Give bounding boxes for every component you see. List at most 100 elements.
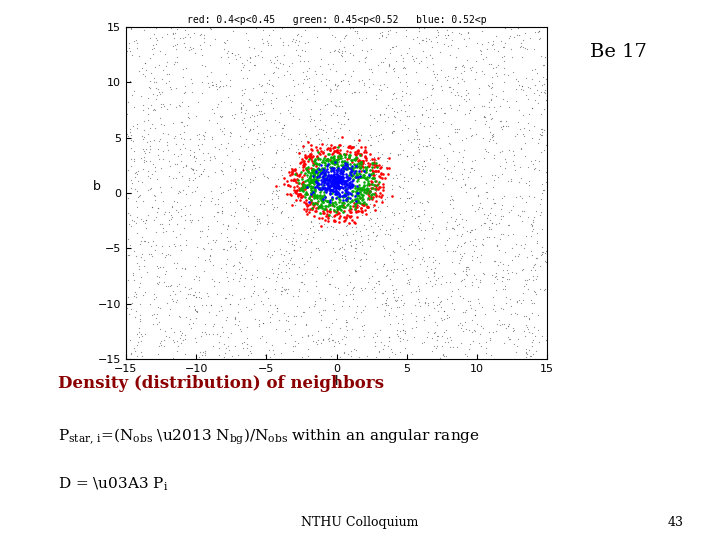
Point <box>269 53 281 62</box>
Point <box>490 268 501 277</box>
Point <box>240 204 252 212</box>
Point <box>316 194 328 202</box>
Point <box>308 180 320 188</box>
Point <box>312 178 324 187</box>
Point <box>270 232 282 240</box>
Point <box>239 274 251 282</box>
Point <box>487 194 498 203</box>
Point <box>436 303 447 312</box>
Text: P$_{\mathregular{star,\,i}}$=(N$_{\mathregular{obs}}$ \u2013 N$_{\mathregular{bg: P$_{\mathregular{star,\,i}}$=(N$_{\mathr… <box>58 427 480 447</box>
Point <box>271 56 282 65</box>
Point <box>492 261 503 270</box>
Point <box>366 161 378 170</box>
Point <box>255 218 266 227</box>
Point <box>329 175 341 184</box>
Point <box>145 174 156 183</box>
Point <box>324 172 336 181</box>
Point <box>460 305 472 314</box>
Point <box>355 284 366 293</box>
Point <box>364 187 375 196</box>
Point <box>364 187 376 195</box>
Point <box>140 59 151 68</box>
Point <box>506 268 518 277</box>
Point <box>353 162 364 171</box>
Point <box>322 176 333 185</box>
Point <box>300 195 312 204</box>
Point <box>284 190 296 198</box>
Point <box>207 135 218 144</box>
Point <box>462 352 473 360</box>
Point <box>241 343 253 352</box>
Point <box>208 212 220 220</box>
Point <box>158 224 169 232</box>
Point <box>338 217 349 225</box>
Point <box>298 307 310 316</box>
Point <box>152 272 163 280</box>
Point <box>435 354 446 363</box>
Point <box>455 338 467 347</box>
Point <box>435 66 446 75</box>
Point <box>266 40 277 49</box>
Point <box>357 200 369 209</box>
Point <box>448 204 459 212</box>
Point <box>125 348 137 357</box>
Point <box>313 160 325 168</box>
Point <box>498 230 509 238</box>
Point <box>468 271 480 280</box>
Point <box>303 194 315 202</box>
Point <box>332 146 343 155</box>
Point <box>333 244 345 253</box>
Point <box>270 325 282 334</box>
Point <box>195 197 207 206</box>
Point <box>391 265 402 273</box>
Point <box>327 179 338 187</box>
Point <box>339 252 351 261</box>
Point <box>204 251 216 259</box>
Point <box>224 242 235 251</box>
Point <box>455 69 467 77</box>
Point <box>350 172 361 181</box>
Point <box>166 202 178 211</box>
Point <box>341 154 353 163</box>
Point <box>378 183 390 191</box>
Point <box>281 261 292 269</box>
Point <box>366 272 377 280</box>
Point <box>324 64 336 73</box>
Point <box>201 231 212 240</box>
Point <box>330 170 342 178</box>
Point <box>167 42 179 51</box>
Point <box>494 161 505 170</box>
Point <box>345 163 356 172</box>
Point <box>351 173 362 181</box>
Point <box>322 176 333 184</box>
Point <box>333 157 345 166</box>
Point <box>429 264 441 272</box>
Point <box>356 185 367 193</box>
Point <box>523 125 535 134</box>
Point <box>336 172 347 181</box>
Point <box>450 214 462 223</box>
Point <box>469 224 481 233</box>
Point <box>194 31 206 40</box>
Point <box>362 162 374 171</box>
Point <box>206 78 217 86</box>
Point <box>431 336 443 345</box>
Point <box>360 225 372 233</box>
Point <box>431 38 442 47</box>
Point <box>312 165 324 173</box>
Point <box>428 328 440 337</box>
Point <box>318 306 329 314</box>
Point <box>300 180 311 189</box>
Point <box>531 238 543 247</box>
Point <box>332 133 343 142</box>
Point <box>246 234 257 243</box>
Point <box>337 174 348 183</box>
Point <box>138 152 150 161</box>
Point <box>182 182 194 191</box>
Point <box>294 185 306 194</box>
Point <box>370 177 382 186</box>
Point <box>288 198 300 206</box>
Point <box>315 168 327 177</box>
Point <box>423 311 435 320</box>
Point <box>459 274 470 283</box>
